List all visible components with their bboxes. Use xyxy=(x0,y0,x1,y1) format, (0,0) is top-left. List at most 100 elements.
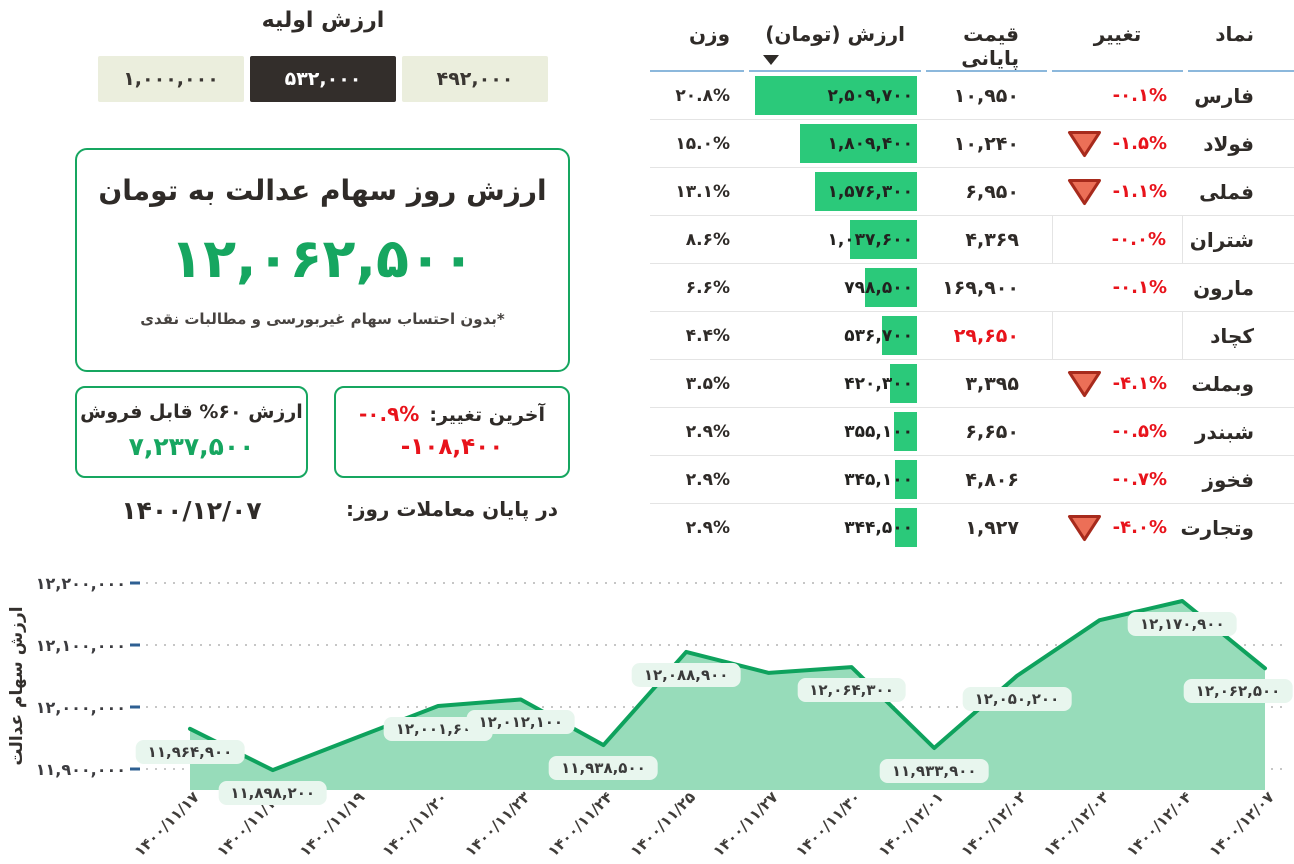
header-symbol: نماد xyxy=(1188,10,1294,72)
chart-point-label: ۱۲,۱۷۰,۹۰۰ xyxy=(1127,612,1237,636)
weight-cell: ۲۰.۸% xyxy=(650,72,744,119)
value-amount: ۷۹۸,۵۰۰ xyxy=(844,277,913,298)
symbol-cell: مارون xyxy=(1193,275,1254,300)
x-tick-label: ۱۴۰۰/۱۲/۰۷ xyxy=(1206,788,1278,860)
weight-value: ۶.۶% xyxy=(685,277,730,298)
table-row-فارس: فارس -۰.۱% ۱۰,۹۵۰ ۲,۵۰۹,۷۰۰ ۲۰.۸% xyxy=(650,72,1294,120)
x-tick-label: ۱۴۰۰/۱۲/۰۱ xyxy=(875,788,947,860)
table-row-شتران: شتران -۰.۰% ۴,۳۶۹ ۱,۰۳۷,۶۰۰ ۸.۶% xyxy=(650,216,1294,264)
table-row-مارون: مارون -۰.۱% ۱۶۹,۹۰۰ ۷۹۸,۵۰۰ ۶.۶% xyxy=(650,264,1294,312)
header-weight: وزن xyxy=(650,10,744,72)
weight-cell: ۴.۴% xyxy=(650,312,744,359)
value-cell: ۷۹۸,۵۰۰ xyxy=(749,264,921,311)
change-cell: -۱.۵% xyxy=(1052,120,1183,167)
value-amount: ۲,۵۰۹,۷۰۰ xyxy=(827,85,913,106)
change-cell: -۴.۱% xyxy=(1052,360,1183,407)
close-price-cell: ۱۰,۲۴۰ xyxy=(926,120,1047,167)
weight-cell: ۸.۶% xyxy=(650,216,744,263)
x-tick-label: ۱۴۰۰/۱۱/۲۳ xyxy=(461,788,533,860)
change-cell: -۰.۷% xyxy=(1052,456,1183,503)
change-cell: -۰.۵% xyxy=(1052,408,1183,455)
change-percent: -۴.۱% xyxy=(1112,373,1167,394)
value-amount: ۳۴۴,۵۰۰ xyxy=(844,517,913,538)
close-price-value: ۱۰,۲۴۰ xyxy=(953,132,1019,155)
close-price-cell: ۴,۸۰۶ xyxy=(926,456,1047,503)
value-cell: ۱,۸۰۹,۴۰۰ xyxy=(749,120,921,167)
close-price-cell: ۲۹,۶۵۰ xyxy=(926,312,1047,359)
x-tick-label: ۱۴۰۰/۱۱/۱۷ xyxy=(131,788,203,860)
today-value-card: ارزش روز سهام عدالت به تومان ۱۲,۰۶۲,۵۰۰ … xyxy=(75,148,570,372)
chart-point-label: ۱۲,۰۸۸,۹۰۰ xyxy=(631,663,741,687)
sort-descending-icon[interactable] xyxy=(763,55,779,65)
y-tick-label: ۱۲,۰۰۰,۰۰۰ xyxy=(36,698,126,717)
weight-cell: ۶.۶% xyxy=(650,264,744,311)
change-percent: -۰.۰% xyxy=(1111,229,1166,250)
down-triangle-icon xyxy=(1067,130,1102,158)
table-row-شبندر: شبندر -۰.۵% ۶,۶۵۰ ۳۵۵,۱۰۰ ۲.۹% xyxy=(650,408,1294,456)
value-cell: ۳۴۵,۱۰۰ xyxy=(749,456,921,503)
weight-cell: ۱۳.۱% xyxy=(650,168,744,215)
x-tick-label: ۱۴۰۰/۱۱/۲۵ xyxy=(627,788,699,860)
last-change-amount: -۱۰۸,۴۰۰ xyxy=(400,434,504,460)
y-tick-label: ۱۲,۲۰۰,۰۰۰ xyxy=(36,574,126,593)
x-tick-label: ۱۴۰۰/۱۱/۲۰ xyxy=(379,788,451,860)
value-bar xyxy=(890,364,917,403)
header-value[interactable]: ارزش (تومان) xyxy=(749,10,921,72)
weight-value: ۴.۴% xyxy=(685,325,730,346)
down-triangle-icon xyxy=(1067,370,1102,398)
header-change: تغییر xyxy=(1052,10,1183,72)
x-tick-label: ۱۴۰۰/۱۲/۰۲ xyxy=(957,788,1029,860)
weight-value: ۳.۵% xyxy=(685,373,730,394)
change-percent: -۰.۱% xyxy=(1112,85,1167,106)
close-price-cell: ۶,۶۵۰ xyxy=(926,408,1047,455)
initial-value-option-532000[interactable]: ۵۳۲,۰۰۰ xyxy=(250,56,396,102)
header-close-price: قیمت پایانی xyxy=(926,10,1047,72)
today-value-amount: ۱۲,۰۶۲,۵۰۰ xyxy=(170,227,475,290)
weight-cell: ۲.۹% xyxy=(650,504,744,551)
end-of-day-note: در پایان معاملات روز: xyxy=(345,497,559,521)
value-bar xyxy=(882,316,917,355)
symbol-cell: فملی xyxy=(1199,179,1254,204)
value-line xyxy=(188,599,1267,773)
value-cell: ۳۴۴,۵۰۰ xyxy=(749,504,921,551)
close-price-value: ۴,۸۰۶ xyxy=(965,468,1019,491)
close-price-cell: ۳,۳۹۵ xyxy=(926,360,1047,407)
table-row-فخوز: فخوز -۰.۷% ۴,۸۰۶ ۳۴۵,۱۰۰ ۲.۹% xyxy=(650,456,1294,504)
close-price-value: ۳,۳۹۵ xyxy=(965,372,1019,395)
value-cell: ۳۵۵,۱۰۰ xyxy=(749,408,921,455)
change-percent: -۱.۵% xyxy=(1112,133,1167,154)
value-cell: ۵۳۶,۷۰۰ xyxy=(749,312,921,359)
table-row-وتجارت: وتجارت -۴.۰% ۱,۹۲۷ ۳۴۴,۵۰۰ ۲.۹% xyxy=(650,504,1294,551)
value-bar xyxy=(755,76,917,115)
close-price-value: ۴,۳۶۹ xyxy=(965,228,1019,251)
value-amount: ۳۴۵,۱۰۰ xyxy=(844,469,913,490)
initial-value-option-492000[interactable]: ۴۹۲,۰۰۰ xyxy=(402,56,548,102)
x-tick-label: ۱۴۰۰/۱۲/۰۳ xyxy=(1040,788,1112,860)
sellable-value-card: ارزش ۶۰% قابل فروش ۷,۲۳۷,۵۰۰ xyxy=(75,386,308,478)
symbol-cell: وتجارت xyxy=(1180,515,1254,540)
holdings-table-body: فارس -۰.۱% ۱۰,۹۵۰ ۲,۵۰۹,۷۰۰ ۲۰.۸% فولاد -۱.۵% ۱… xyxy=(650,72,1294,551)
initial-value-option-1000000[interactable]: ۱,۰۰۰,۰۰۰ xyxy=(98,56,244,102)
initial-value-options: ۱,۰۰۰,۰۰۰ ۵۳۲,۰۰۰ ۴۹۲,۰۰۰ xyxy=(98,56,548,102)
value-amount: ۱,۰۳۷,۶۰۰ xyxy=(827,229,913,250)
change-percent: -۴.۰% xyxy=(1112,517,1167,538)
last-change-card: آخرین تغییر: -۰.۹% -۱۰۸,۴۰۰ xyxy=(334,386,570,478)
close-price-cell: ۱,۹۲۷ xyxy=(926,504,1047,551)
change-cell: -۰.۰% xyxy=(1052,216,1183,263)
value-bar xyxy=(865,268,917,307)
weight-cell: ۱۵.۰% xyxy=(650,120,744,167)
change-percent: -۱.۱% xyxy=(1112,181,1167,202)
chart-point-label: ۱۲,۰۶۲,۵۰۰ xyxy=(1183,679,1293,703)
down-triangle-icon xyxy=(1067,178,1102,206)
y-tick-label: ۱۲,۱۰۰,۰۰۰ xyxy=(36,636,126,655)
close-price-value: ۱۰,۹۵۰ xyxy=(953,84,1019,107)
holdings-table: نماد تغییر قیمت پایانی ارزش (تومان) وزن … xyxy=(650,10,1294,551)
chart-point-label: ۱۱,۹۳۳,۹۰۰ xyxy=(879,759,989,783)
weight-value: ۱۵.۰% xyxy=(675,133,730,154)
last-change-label: آخرین تغییر: xyxy=(429,404,546,426)
chart-point-label: ۱۱,۹۳۸,۵۰۰ xyxy=(549,756,658,780)
close-price-value: ۱۶۹,۹۰۰ xyxy=(942,276,1019,299)
weight-cell: ۲.۹% xyxy=(650,456,744,503)
change-cell: -۴.۰% xyxy=(1052,504,1183,551)
